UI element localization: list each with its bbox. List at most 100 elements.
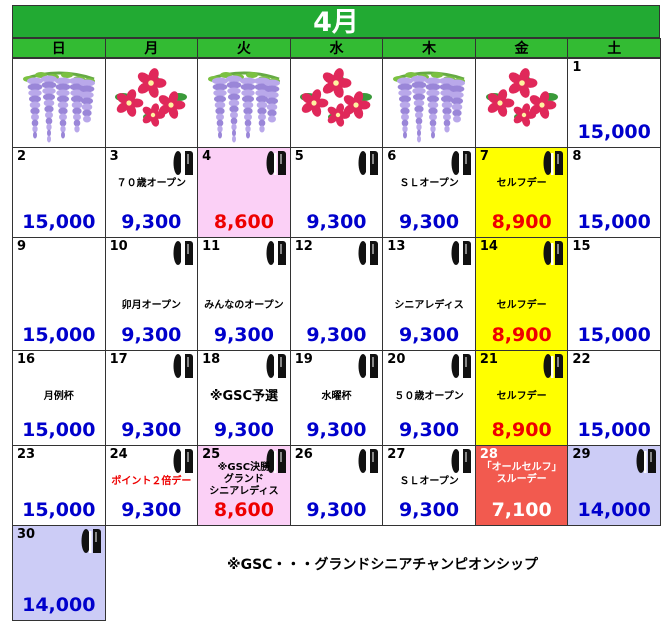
day-cell: 30 14,000 [12, 525, 106, 621]
event-label: シニアレディス [394, 300, 464, 311]
day-number: 28 [479, 447, 498, 462]
price: 14,000 [577, 499, 651, 521]
price: 9,300 [121, 211, 182, 233]
price: 15,000 [22, 211, 96, 233]
price: 9,300 [306, 419, 367, 441]
weekday-header: 木 [382, 38, 476, 58]
day-cell: 9 15,000 [12, 237, 106, 351]
day-cell: 14 セルフデー 8,900 [474, 237, 569, 351]
price: 9,300 [213, 324, 274, 346]
day-number: 14 [479, 239, 498, 254]
price: 14,000 [22, 594, 96, 616]
day-number: 4 [202, 149, 212, 164]
day-number: 9 [17, 239, 27, 254]
day-cell [197, 58, 291, 148]
price: 9,300 [399, 419, 460, 441]
price: 15,000 [577, 324, 651, 346]
day-number: 18 [202, 352, 221, 367]
restaurant-icon [542, 240, 564, 270]
day-number: 6 [387, 149, 397, 164]
price: 9,300 [399, 324, 460, 346]
day-number: 22 [572, 352, 591, 367]
event-label: セルフデー [496, 391, 547, 402]
day-cell [12, 58, 106, 148]
price: 9,300 [213, 419, 274, 441]
event-label: ポイント２倍デー [111, 476, 192, 487]
event-label: グランド [223, 474, 264, 485]
event-label: 水曜杯 [321, 391, 352, 402]
price: 8,600 [213, 499, 274, 521]
event-label: ＳＬオープン [399, 178, 459, 189]
price: 7,100 [491, 499, 552, 521]
event-label: ※GSC予選 [209, 389, 279, 404]
weekday-header: 月 [104, 38, 199, 58]
restaurant-icon [172, 150, 194, 180]
day-cell: 18 ※GSC予選 9,300 [197, 350, 291, 446]
day-number: 10 [109, 239, 128, 254]
event-label: ７０歳オープン [116, 178, 187, 189]
price: 8,900 [491, 419, 552, 441]
restaurant-icon [450, 448, 472, 478]
day-cell: 6 ＳＬオープン 9,300 [382, 147, 476, 238]
event-label: 月例杯 [43, 391, 74, 402]
price: 9,300 [399, 499, 460, 521]
restaurant-icon [450, 353, 472, 383]
day-cell: 1 15,000 [567, 58, 661, 148]
event-label: 卯月オープン [121, 300, 182, 311]
day-cell: 29 14,000 [567, 445, 661, 526]
day-number: 25 [202, 447, 221, 462]
price: 8,600 [213, 211, 274, 233]
weekday-header: 土 [567, 38, 661, 58]
restaurant-icon [635, 448, 657, 478]
restaurant-icon [450, 240, 472, 270]
price: 15,000 [22, 499, 96, 521]
restaurant-icon [172, 353, 194, 383]
day-cell: 19 水曜杯 9,300 [289, 350, 384, 446]
event-label: ＳＬオープン [399, 476, 459, 487]
restaurant-icon [450, 150, 472, 180]
day-number: 16 [17, 352, 36, 367]
price: 9,300 [121, 419, 182, 441]
title-bar: 4月 [12, 5, 660, 38]
day-cell: 23 15,000 [12, 445, 106, 526]
restaurant-icon [265, 150, 287, 180]
day-cell: 3 ７０歳オープン 9,300 [104, 147, 199, 238]
day-cell: 28 「オールセルフ」 スルーデー 7,100 [474, 445, 569, 526]
day-cell: 22 15,000 [567, 350, 661, 446]
day-number: 26 [294, 447, 313, 462]
day-cell: 16 月例杯 15,000 [12, 350, 106, 446]
day-number: 30 [17, 527, 36, 542]
day-cell [289, 58, 384, 148]
title: 4月 [313, 7, 359, 38]
day-number: 11 [202, 239, 221, 254]
day-number: 8 [572, 149, 582, 164]
restaurant-icon [265, 448, 287, 478]
day-cell: 26 9,300 [289, 445, 384, 526]
day-number: 12 [294, 239, 313, 254]
day-cell: 21 セルフデー 8,900 [474, 350, 569, 446]
restaurant-icon [357, 240, 379, 270]
weekday-header: 水 [289, 38, 384, 58]
day-cell [104, 58, 199, 148]
wisteria-illustration [383, 67, 475, 151]
day-cell: 24 ポイント２倍デー 9,300 [104, 445, 199, 526]
day-cell: 12 9,300 [289, 237, 384, 351]
day-cell: 17 9,300 [104, 350, 199, 446]
price: 8,900 [491, 211, 552, 233]
restaurant-icon [357, 448, 379, 478]
day-cell: 20 ５０歳オープン 9,300 [382, 350, 476, 446]
restaurant-icon [542, 353, 564, 383]
price: 9,300 [306, 499, 367, 521]
price: 15,000 [22, 419, 96, 441]
weekday-header: 日 [12, 38, 106, 58]
restaurant-icon [80, 528, 102, 558]
event-label: シニアレディス [209, 486, 279, 497]
price: 9,300 [306, 211, 367, 233]
event-label: セルフデー [496, 300, 547, 311]
event-label: セルフデー [496, 178, 547, 189]
day-number: 24 [109, 447, 128, 462]
day-cell: 15 15,000 [567, 237, 661, 351]
restaurant-icon [542, 150, 564, 180]
day-cell: 2 15,000 [12, 147, 106, 238]
azalea-illustration [291, 67, 383, 131]
